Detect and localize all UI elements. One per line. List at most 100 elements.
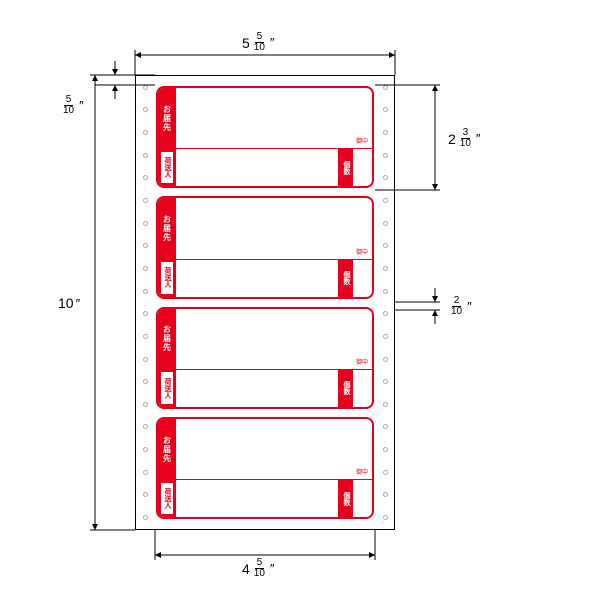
perforation-hole (143, 470, 148, 475)
band-sender: 荷送人 (160, 261, 174, 294)
dim-fraction: 510 (252, 558, 267, 579)
quantity-label: 個数 (339, 370, 353, 407)
recipient-field: 御中 (176, 419, 372, 480)
perforation-hole (143, 198, 148, 203)
perforation-hole (383, 153, 388, 158)
sender-field (176, 370, 338, 407)
perforation-hole (143, 221, 148, 226)
perforation-hole (143, 311, 148, 316)
perforation-hole (383, 447, 388, 452)
quantity-cell: 個数 (338, 149, 372, 186)
label-side-band: お届先 荷送人 (158, 419, 176, 517)
quantity-cell: 個数 (338, 480, 372, 517)
perforation-hole (383, 515, 388, 520)
perforation-hole (143, 492, 148, 497)
perforation-hole (383, 402, 388, 407)
perforation-hole (143, 515, 148, 520)
inch-mark: ″ (476, 131, 481, 146)
perforation-hole (143, 130, 148, 135)
band-sender: 荷送人 (160, 482, 174, 515)
dim-label-height: 2310″ (448, 128, 481, 149)
label-content: 御中 個数 (176, 419, 372, 517)
perforation-hole (383, 175, 388, 180)
dim-label-gap: 210″ (448, 296, 472, 317)
band-sender: 荷送人 (160, 371, 174, 404)
labels-area: お届先 荷送人 御中 個数 お届先 荷送人 (156, 86, 374, 519)
quantity-cell: 個数 (338, 370, 372, 407)
inch-mark: ″ (467, 299, 472, 314)
perforation-hole (383, 470, 388, 475)
band-recipient: お届先 (158, 419, 176, 480)
quantity-label: 個数 (339, 149, 353, 186)
label-side-band: お届先 荷送人 (158, 198, 176, 296)
perforation-hole (143, 266, 148, 271)
sender-field (176, 149, 338, 186)
perforation-hole (143, 402, 148, 407)
dim-whole: 4 (242, 561, 250, 577)
perforation-left (138, 76, 152, 529)
honorific-mark: 御中 (356, 136, 368, 145)
shipping-label: お届先 荷送人 御中 個数 (156, 196, 374, 298)
perforation-hole (143, 447, 148, 452)
dim-sheet-height: 10″ (58, 295, 80, 311)
dim-whole: 10 (58, 295, 74, 311)
inch-mark: ″ (270, 35, 275, 50)
recipient-field: 御中 (176, 309, 372, 370)
recipient-field: 御中 (176, 198, 372, 259)
recipient-field: 御中 (176, 88, 372, 149)
dim-fraction: 510 (252, 32, 267, 53)
label-content: 御中 個数 (176, 309, 372, 407)
perforation-hole (143, 334, 148, 339)
bottom-row: 個数 (176, 149, 372, 186)
dim-whole: 5 (242, 35, 250, 51)
label-content: 御中 個数 (176, 198, 372, 296)
band-sender: 荷送人 (160, 151, 174, 184)
perforation-hole (143, 357, 148, 362)
perforation-right (378, 76, 392, 529)
dim-fraction: 210 (449, 296, 464, 317)
perforation-hole (383, 107, 388, 112)
perforation-hole (383, 311, 388, 316)
shipping-label: お届先 荷送人 御中 個数 (156, 86, 374, 188)
perforation-hole (143, 175, 148, 180)
band-recipient: お届先 (158, 88, 176, 149)
dim-top-margin: 510″ (60, 95, 84, 116)
label-side-band: お届先 荷送人 (158, 309, 176, 407)
perforation-hole (383, 334, 388, 339)
label-border: お届先 荷送人 御中 個数 (156, 86, 374, 188)
perforation-hole (383, 130, 388, 135)
perforation-hole (383, 289, 388, 294)
inch-mark: ″ (76, 296, 81, 311)
perforation-hole (143, 289, 148, 294)
label-side-band: お届先 荷送人 (158, 88, 176, 186)
label-content: 御中 個数 (176, 88, 372, 186)
shipping-label: お届先 荷送人 御中 個数 (156, 307, 374, 409)
honorific-mark: 御中 (356, 467, 368, 476)
quantity-cell: 個数 (338, 260, 372, 297)
dim-label-width: 4510″ (242, 558, 275, 579)
dim-fraction: 310 (458, 128, 473, 149)
inch-mark: ″ (270, 561, 275, 576)
quantity-label: 個数 (339, 480, 353, 517)
dim-fraction: 510 (61, 95, 76, 116)
bottom-row: 個数 (176, 260, 372, 297)
quantity-label: 個数 (339, 260, 353, 297)
bottom-row: 個数 (176, 480, 372, 517)
perforation-hole (383, 379, 388, 384)
inch-mark: ″ (79, 98, 84, 113)
bottom-row: 個数 (176, 370, 372, 407)
band-recipient: お届先 (158, 309, 176, 370)
perforation-hole (383, 357, 388, 362)
perforation-hole (383, 221, 388, 226)
sender-field (176, 260, 338, 297)
dim-whole: 2 (448, 131, 456, 147)
perforation-hole (143, 153, 148, 158)
honorific-mark: 御中 (356, 357, 368, 366)
perforation-hole (383, 198, 388, 203)
sender-field (176, 480, 338, 517)
perforation-hole (383, 266, 388, 271)
band-recipient: お届先 (158, 198, 176, 259)
label-sheet: お届先 荷送人 御中 個数 お届先 荷送人 (135, 75, 395, 530)
perforation-hole (383, 85, 388, 90)
shipping-label: お届先 荷送人 御中 個数 (156, 417, 374, 519)
